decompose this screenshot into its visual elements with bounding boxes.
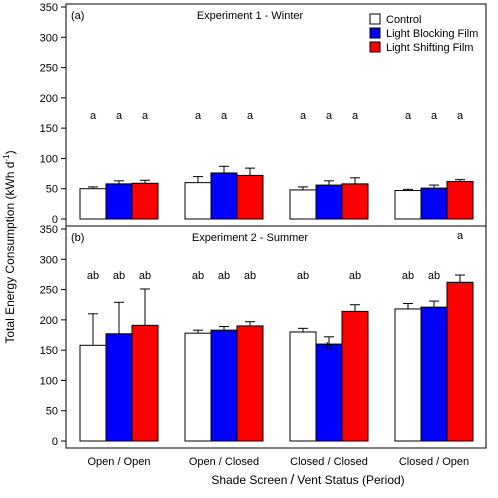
bar-shifting bbox=[446, 180, 474, 220]
y-tick-label: 0 bbox=[52, 436, 58, 448]
bar-control bbox=[184, 332, 212, 442]
bar-shifting bbox=[131, 182, 159, 220]
y-tick-label: 300 bbox=[40, 32, 58, 44]
x-axis-label: Shade Screen / Vent Status (Period) bbox=[211, 471, 404, 487]
significance-letter: ab bbox=[113, 270, 125, 282]
bar-control bbox=[394, 190, 422, 220]
bar-shifting bbox=[236, 174, 264, 220]
significance-letter: a bbox=[352, 110, 359, 122]
significance-letter: a bbox=[457, 230, 464, 242]
significance-letter: a bbox=[431, 110, 438, 122]
significance-letter: ab bbox=[192, 270, 204, 282]
y-tick-label: 150 bbox=[40, 345, 58, 357]
bar-shifting bbox=[131, 324, 159, 442]
significance-letter: ab bbox=[218, 270, 230, 282]
panel-letter: (a) bbox=[71, 10, 84, 22]
bar-control bbox=[289, 189, 317, 220]
y-tick-label: 350 bbox=[40, 224, 58, 236]
significance-letter: a bbox=[326, 110, 333, 122]
y-tick-label: 0 bbox=[52, 214, 58, 226]
panel-title: Experiment 2 - Summer bbox=[192, 232, 308, 244]
bar-blocking bbox=[210, 329, 238, 442]
panel-b: 0 50 100 150 200 250 300 350 (b) Experiment 2 - S… bbox=[40, 224, 487, 468]
panel-letter: (b) bbox=[71, 232, 84, 244]
legend-swatch-control bbox=[369, 13, 381, 25]
significance-letter: a bbox=[195, 110, 202, 122]
significance-letter: ab bbox=[428, 270, 440, 282]
y-tick-label: 250 bbox=[40, 285, 58, 297]
x-tick-label: Open / Closed bbox=[189, 456, 259, 468]
significance-letter: a bbox=[221, 110, 228, 122]
y-tick-label: 100 bbox=[40, 375, 58, 387]
x-tick-label: Closed / Closed bbox=[290, 456, 368, 468]
x-tick-label: Open / Open bbox=[88, 456, 151, 468]
legend-swatch-shifting bbox=[369, 41, 381, 53]
bar-blocking bbox=[105, 183, 133, 220]
bar-blocking bbox=[420, 187, 448, 220]
y-tick-label: 300 bbox=[40, 254, 58, 266]
significance-letter: a bbox=[90, 110, 97, 122]
panel-title: Experiment 1 - Winter bbox=[197, 10, 304, 22]
bar-blocking bbox=[420, 306, 448, 442]
legend-swatch-blocking bbox=[369, 27, 381, 39]
bar-control bbox=[79, 344, 107, 442]
y-tick-label: 100 bbox=[40, 153, 58, 165]
bar-shifting bbox=[341, 183, 369, 220]
bar-blocking bbox=[210, 172, 238, 220]
bar-blocking bbox=[315, 184, 343, 220]
y-tick-label: 200 bbox=[40, 315, 58, 327]
y-tick-label: 250 bbox=[40, 63, 58, 75]
bar-control bbox=[394, 308, 422, 442]
bar-shifting bbox=[236, 325, 264, 442]
bar-shifting bbox=[341, 310, 369, 442]
panel-frame bbox=[65, 225, 487, 449]
y-axis-label: Total Energy Consumption (kWh d-1) bbox=[2, 150, 17, 343]
y-axis-label-superscript: -1 bbox=[2, 154, 11, 162]
significance-letter: ab bbox=[87, 270, 99, 282]
bar-blocking bbox=[105, 333, 133, 442]
bar-control bbox=[79, 188, 107, 220]
significance-letter: a bbox=[142, 110, 149, 122]
y-tick-label: 200 bbox=[40, 93, 58, 105]
legend-label: Control bbox=[386, 14, 421, 26]
significance-letter: ab bbox=[402, 270, 414, 282]
significance-letter: ab bbox=[244, 270, 256, 282]
significance-letter: a bbox=[457, 110, 464, 122]
significance-letter: b bbox=[326, 341, 332, 353]
significance-letter: a bbox=[405, 110, 412, 122]
bar-shifting bbox=[446, 281, 474, 442]
panel-a: 0 50 100 150 200 250 300 350 (a) Experiment 1 - W… bbox=[40, 2, 487, 227]
bar-control bbox=[184, 182, 212, 220]
legend-label: Light Shifting Film bbox=[386, 42, 473, 54]
significance-letter: a bbox=[300, 110, 307, 122]
legend-label: Light Blocking Film bbox=[386, 28, 478, 40]
significance-letter: ab bbox=[297, 270, 309, 282]
x-tick-label: Closed / Open bbox=[399, 456, 469, 468]
panels: 0 50 100 150 200 250 300 350 (a) Experiment 1 - W… bbox=[40, 2, 487, 468]
bar-control bbox=[289, 331, 317, 442]
significance-letter: a bbox=[116, 110, 123, 122]
significance-letter: ab bbox=[349, 270, 361, 282]
bar-blocking bbox=[315, 343, 343, 442]
y-tick-label: 50 bbox=[46, 406, 58, 418]
y-tick-label: 150 bbox=[40, 123, 58, 135]
significance-letter: a bbox=[247, 110, 254, 122]
y-tick-label: 350 bbox=[40, 2, 58, 14]
significance-letter: ab bbox=[139, 270, 151, 282]
y-tick-label: 50 bbox=[46, 184, 58, 196]
